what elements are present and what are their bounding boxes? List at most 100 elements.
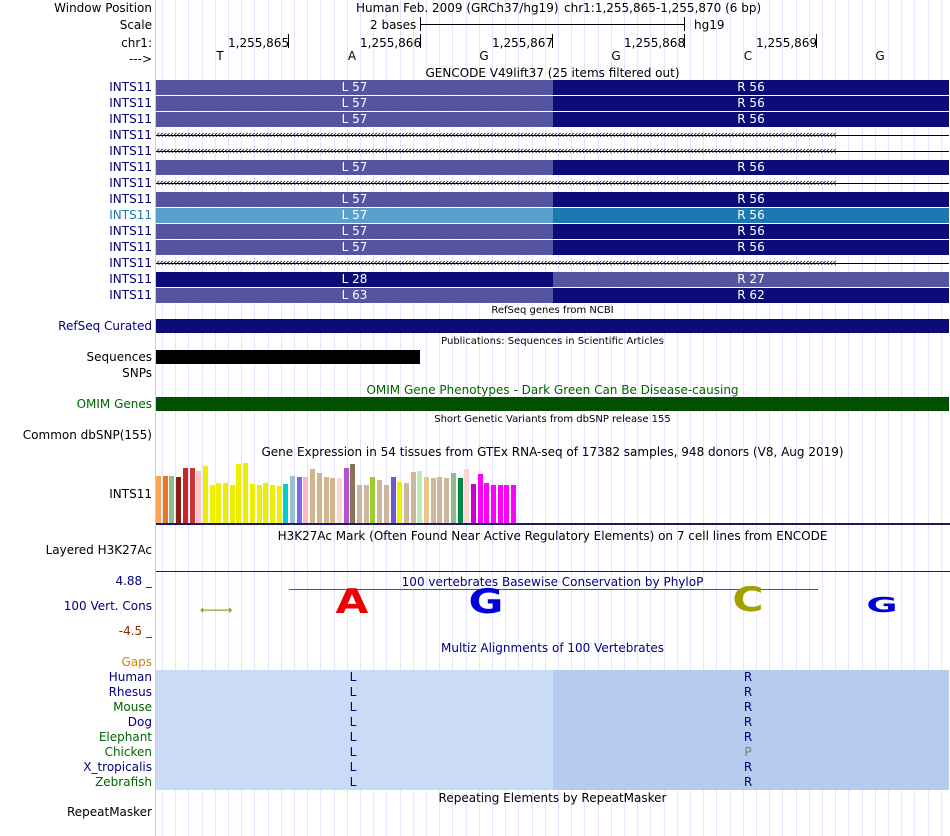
gtex-tissue-bar[interactable]	[223, 483, 228, 523]
gtex-tissue-bar[interactable]	[310, 469, 316, 523]
multiz-block-right[interactable]	[553, 760, 949, 775]
gencode-exon-right[interactable]	[553, 288, 949, 303]
multiz-block-right[interactable]	[553, 775, 949, 790]
gtex-tissue-bar[interactable]	[202, 466, 208, 523]
multiz-block-left[interactable]	[156, 730, 553, 745]
gtex-tissue-bar[interactable]	[296, 477, 302, 523]
gencode-row-label[interactable]: INTS11	[109, 288, 152, 302]
gencode-intron-arrows[interactable]: ‹‹‹‹‹‹‹‹‹‹‹‹‹‹‹‹‹‹‹‹‹‹‹‹‹‹‹‹‹‹‹‹‹‹‹‹‹‹‹‹…	[156, 176, 949, 191]
gencode-exon-right[interactable]	[553, 240, 949, 255]
gencode-exon-left[interactable]	[156, 112, 553, 127]
gtex-tissue-bar[interactable]	[350, 464, 356, 523]
gencode-exon-left[interactable]	[156, 80, 553, 95]
gtex-tissue-bar[interactable]	[363, 485, 369, 523]
gencode-row-label[interactable]: INTS11	[109, 176, 152, 190]
gtex-tissue-bar[interactable]	[303, 477, 309, 523]
gtex-tissue-bar[interactable]	[236, 464, 242, 523]
gencode-exon-left[interactable]	[156, 160, 553, 175]
multiz-species-label[interactable]: Mouse	[113, 700, 152, 714]
gencode-exon-left[interactable]	[156, 224, 553, 239]
multiz-block-right[interactable]	[553, 700, 949, 715]
gtex-tissue-bar[interactable]	[216, 483, 222, 523]
omim-bar[interactable]	[156, 397, 949, 411]
multiz-block-right[interactable]	[553, 670, 949, 685]
gtex-tissue-bar[interactable]	[249, 484, 255, 523]
gtex-tissue-bar[interactable]	[470, 484, 476, 523]
gtex-tissue-bar[interactable]	[464, 469, 470, 523]
gtex-label[interactable]: INTS11	[109, 487, 152, 501]
multiz-species-label[interactable]: Elephant	[98, 730, 152, 744]
gtex-tissue-bar[interactable]	[269, 485, 275, 523]
multiz-species-label[interactable]: Dog	[127, 715, 152, 729]
multiz-species-label[interactable]: Rhesus	[108, 685, 152, 699]
dbsnp-label[interactable]: Common dbSNP(155)	[22, 428, 152, 442]
multiz-species-label[interactable]: Zebrafish	[95, 775, 152, 789]
cons-label[interactable]: 100 Vert. Cons	[63, 599, 152, 613]
gencode-exon-right[interactable]	[553, 96, 949, 111]
gencode-exon-right[interactable]	[553, 160, 949, 175]
gencode-exon-right[interactable]	[553, 224, 949, 239]
gencode-exon-left[interactable]	[156, 192, 553, 207]
gencode-intron-arrows[interactable]: ‹‹‹‹‹‹‹‹‹‹‹‹‹‹‹‹‹‹‹‹‹‹‹‹‹‹‹‹‹‹‹‹‹‹‹‹‹‹‹‹…	[156, 128, 949, 143]
gencode-row-label[interactable]: INTS11	[109, 256, 152, 270]
multiz-block-right[interactable]	[553, 685, 949, 700]
gtex-tissue-bar[interactable]	[424, 477, 429, 523]
gtex-tissue-bar[interactable]	[189, 468, 195, 523]
snps-label[interactable]: SNPs	[122, 366, 152, 380]
gencode-exon-left[interactable]	[156, 96, 553, 111]
gtex-tissue-bar[interactable]	[397, 482, 403, 523]
gencode-row-label[interactable]: INTS11	[109, 272, 152, 286]
gencode-exon-left[interactable]	[156, 240, 553, 255]
gencode-exon-right[interactable]	[553, 272, 949, 287]
gtex-tissue-bar[interactable]	[497, 485, 503, 523]
multiz-block-left[interactable]	[156, 685, 553, 700]
sequences-bar[interactable]	[156, 350, 420, 364]
sequences-label[interactable]: Sequences	[86, 350, 152, 364]
gtex-bar-chart[interactable]	[156, 460, 950, 523]
gencode-exon-right[interactable]	[553, 112, 949, 127]
gencode-row-label[interactable]: INTS11	[109, 128, 152, 142]
gtex-tissue-bar[interactable]	[504, 485, 510, 523]
gtex-tissue-bar[interactable]	[276, 486, 282, 523]
repeatmasker-label[interactable]: RepeatMasker	[66, 805, 152, 819]
gencode-exon-left[interactable]	[156, 288, 553, 303]
gencode-exon-right[interactable]	[553, 208, 949, 223]
gencode-row-label[interactable]: INTS11	[109, 208, 152, 222]
gtex-tissue-bar[interactable]	[491, 485, 496, 523]
refseq-label[interactable]: RefSeq Curated	[58, 319, 152, 333]
gtex-tissue-bar[interactable]	[377, 480, 383, 523]
gtex-tissue-bar[interactable]	[182, 468, 188, 523]
multiz-block-right[interactable]	[553, 715, 949, 730]
multiz-block-left[interactable]	[156, 775, 553, 790]
gtex-tissue-bar[interactable]	[437, 477, 443, 523]
gtex-tissue-bar[interactable]	[390, 477, 396, 523]
gtex-tissue-bar[interactable]	[370, 477, 376, 523]
multiz-species-label[interactable]: Human	[108, 670, 152, 684]
gencode-row-label[interactable]: INTS11	[109, 224, 152, 238]
gtex-tissue-bar[interactable]	[336, 478, 342, 523]
gtex-tissue-bar[interactable]	[169, 476, 175, 523]
gtex-tissue-bar[interactable]	[283, 484, 289, 523]
gtex-tissue-bar[interactable]	[477, 474, 483, 523]
gtex-tissue-bar[interactable]	[417, 471, 423, 523]
gencode-row-label[interactable]: INTS11	[109, 192, 152, 206]
gtex-tissue-bar[interactable]	[316, 473, 322, 523]
gencode-row-label[interactable]: INTS11	[109, 112, 152, 126]
gencode-row-label[interactable]: INTS11	[109, 240, 152, 254]
gencode-intron-arrows[interactable]: ‹‹‹‹‹‹‹‹‹‹‹‹‹‹‹‹‹‹‹‹‹‹‹‹‹‹‹‹‹‹‹‹‹‹‹‹‹‹‹‹…	[156, 256, 949, 271]
multiz-block-left[interactable]	[156, 745, 553, 760]
gtex-tissue-bar[interactable]	[176, 477, 182, 523]
gencode-row-label[interactable]: INTS11	[109, 144, 152, 158]
multiz-block-right[interactable]	[553, 730, 949, 745]
refseq-gene-bar[interactable]	[156, 319, 949, 333]
gencode-row-label[interactable]: INTS11	[109, 160, 152, 174]
gencode-exon-left[interactable]	[156, 208, 553, 223]
gtex-tissue-bar[interactable]	[343, 468, 349, 523]
gencode-exon-right[interactable]	[553, 80, 949, 95]
gtex-tissue-bar[interactable]	[256, 485, 262, 523]
gaps-label[interactable]: Gaps	[121, 655, 152, 669]
gtex-tissue-bar[interactable]	[450, 473, 456, 523]
multiz-block-left[interactable]	[156, 760, 553, 775]
gencode-row-label[interactable]: INTS11	[109, 96, 152, 110]
multiz-block-left[interactable]	[156, 715, 553, 730]
